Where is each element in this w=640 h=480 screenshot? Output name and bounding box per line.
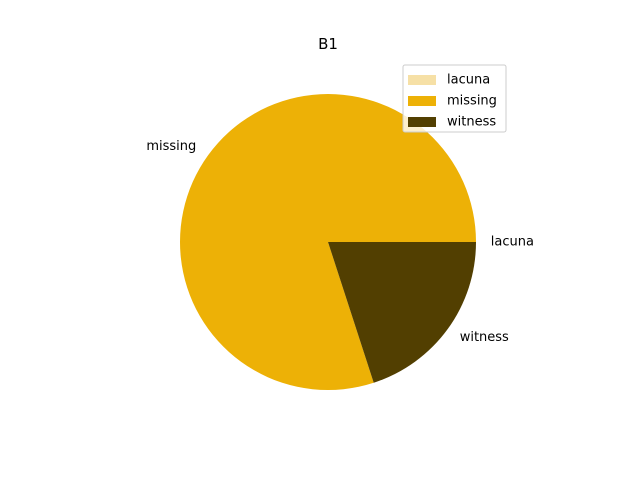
pie-slice-labels: lacuna missing witness	[146, 139, 534, 345]
legend-swatch-witness	[408, 117, 436, 127]
pie-slice-witness	[328, 242, 476, 383]
slice-label-missing: missing	[146, 139, 196, 154]
chart-title: B1	[318, 35, 338, 53]
legend-label-lacuna: lacuna	[447, 73, 490, 88]
legend-swatch-missing	[408, 96, 436, 106]
pie-slice-missing	[179, 94, 476, 391]
slice-label-witness: witness	[460, 330, 509, 345]
legend-label-missing: missing	[447, 94, 497, 109]
pie-slices	[179, 94, 476, 391]
legend-swatch-lacuna	[408, 75, 436, 85]
legend: lacuna missing witness	[402, 64, 507, 133]
slice-label-lacuna: lacuna	[491, 235, 534, 250]
legend-label-witness: witness	[447, 115, 496, 130]
